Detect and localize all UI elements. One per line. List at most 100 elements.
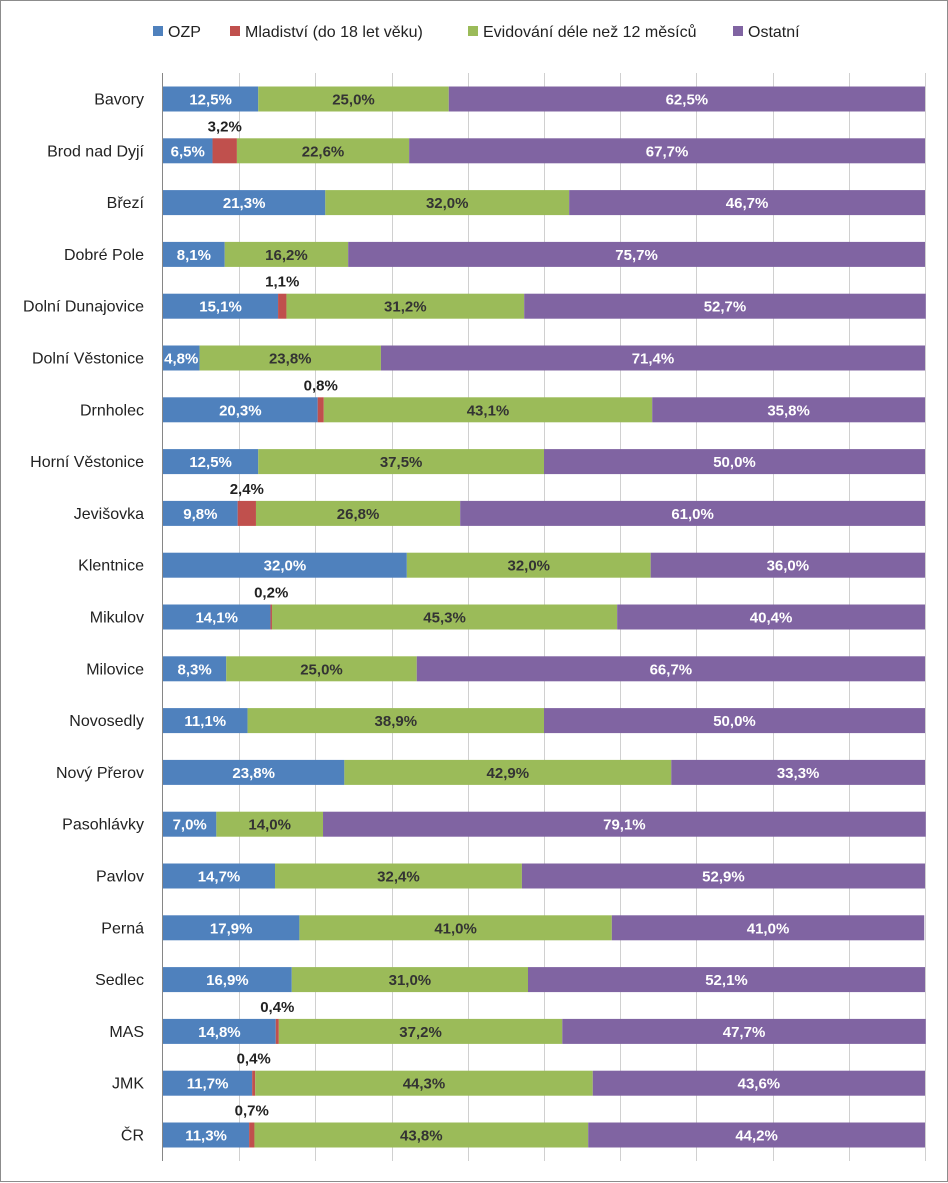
data-label-evidovani-dele-nez-12-mesicu: 38,9% [375,713,418,730]
data-label-mladistvi-do-18-let-veku: 3,2% [208,118,242,135]
legend-label-mladistvi-do-18-let-veku: Mladiství (do 18 let věku) [245,24,423,41]
bar-segment-evidovani-dele-nez-12-mesicu [291,967,528,993]
data-label-evidovani-dele-nez-12-mesicu: 31,2% [384,299,427,316]
bar-segment-evidovani-dele-nez-12-mesicu [406,552,651,578]
legend-swatch-evidovani-dele-nez-12-mesicu [468,26,478,36]
bar-segment-ozp [163,449,259,475]
category-label: Mikulov [90,610,144,627]
data-label-ostatni: 44,2% [735,1128,778,1145]
bar-segment-ostatni [611,915,925,941]
bar-segment-ostatni [588,1122,925,1148]
category-label: Milovice [86,661,144,678]
legend-swatch-ozp [153,26,163,36]
data-label-ozp: 9,8% [183,506,217,523]
bar-segment-mladistvi-do-18-let-veku [278,293,287,319]
category-label: Dobré Pole [64,247,144,264]
category-label: Dolní Dunajovice [23,299,144,316]
data-label-ostatni: 33,3% [777,765,820,782]
category-label: Jevišovka [74,506,144,523]
data-label-ostatni: 67,7% [646,143,689,160]
category-label: ČR [121,1126,144,1145]
data-label-ozp: 14,1% [195,610,238,627]
category-label: Pasohlávky [62,817,144,834]
data-label-evidovani-dele-nez-12-mesicu: 32,0% [507,558,550,575]
category-label: Perná [101,920,144,937]
data-label-evidovani-dele-nez-12-mesicu: 31,0% [389,972,432,989]
data-label-ostatni: 35,8% [767,402,810,419]
bar-segment-ozp [163,759,345,785]
data-label-evidovani-dele-nez-12-mesicu: 41,0% [434,920,477,937]
data-label-evidovani-dele-nez-12-mesicu: 43,8% [400,1128,443,1145]
bar-segment-mladistvi-do-18-let-veku [252,1070,256,1096]
data-label-ostatni: 62,5% [666,92,709,109]
category-label: Březí [107,195,145,212]
bar-segment-ostatni [562,1018,926,1044]
data-label-ozp: 20,3% [219,402,262,419]
data-label-mladistvi-do-18-let-veku: 1,1% [265,274,299,291]
data-label-evidovani-dele-nez-12-mesicu: 23,8% [269,351,312,368]
data-label-ostatni: 52,1% [705,972,748,989]
bar-segment-evidovani-dele-nez-12-mesicu [247,708,544,734]
bar-segment-mladistvi-do-18-let-veku [212,138,237,164]
bar-segment-ozp [163,915,300,941]
category-label: JMK [112,1076,144,1093]
data-label-ozp: 12,5% [189,92,232,109]
data-label-evidovani-dele-nez-12-mesicu: 32,4% [377,869,420,886]
bar-segment-ostatni [544,708,925,734]
data-label-ozp: 17,9% [210,920,253,937]
data-label-ozp: 14,7% [198,869,241,886]
bar-segment-evidovani-dele-nez-12-mesicu [278,1018,563,1044]
data-label-mladistvi-do-18-let-veku: 0,2% [254,585,288,602]
bar-segment-evidovani-dele-nez-12-mesicu [271,604,618,630]
data-label-evidovani-dele-nez-12-mesicu: 32,0% [426,195,469,212]
bar-segment-ostatni [323,811,926,837]
data-label-ostatni: 79,1% [603,817,646,834]
data-label-evidovani-dele-nez-12-mesicu: 43,1% [467,402,510,419]
data-label-ostatni: 43,6% [738,1076,781,1093]
data-label-evidovani-dele-nez-12-mesicu: 14,0% [248,817,291,834]
legend-swatch-ostatni [733,26,743,36]
bar-segment-evidovani-dele-nez-12-mesicu [323,397,653,423]
bar-segment-ozp [163,1122,250,1148]
bar-segment-evidovani-dele-nez-12-mesicu [236,138,410,164]
data-label-evidovani-dele-nez-12-mesicu: 45,3% [423,610,466,627]
data-label-ozp: 11,7% [187,1076,229,1093]
data-label-ozp: 16,9% [206,972,249,989]
data-label-ostatni: 46,7% [726,195,769,212]
bar-segment-evidovani-dele-nez-12-mesicu [224,241,349,267]
bar-segment-mladistvi-do-18-let-veku [317,397,324,423]
bars [163,86,926,1148]
bar-segment-ozp [163,500,238,526]
bar-segment-ostatni [380,345,925,371]
data-label-ozp: 6,5% [171,143,205,160]
bar-segment-ozp [163,86,259,112]
data-label-mladistvi-do-18-let-veku: 0,4% [237,1051,271,1068]
data-label-evidovani-dele-nez-12-mesicu: 44,3% [403,1076,446,1093]
data-label-evidovani-dele-nez-12-mesicu: 37,5% [380,454,423,471]
data-label-ozp: 11,3% [185,1128,227,1145]
data-label-ostatni: 50,0% [713,713,756,730]
category-label: Horní Věstonice [30,454,144,471]
bar-segment-ozp [163,293,279,319]
data-label-ostatni: 61,0% [671,506,714,523]
data-label-evidovani-dele-nez-12-mesicu: 22,6% [302,143,345,160]
data-label-evidovani-dele-nez-12-mesicu: 42,9% [487,765,530,782]
bar-segment-ozp [163,1070,253,1096]
bar-segment-ostatni [521,863,925,889]
bar-segment-ostatni [592,1070,925,1096]
legend-label-evidovani-dele-nez-12-mesicu: Evidování déle než 12 měsíců [483,23,696,41]
legend: OZP Mladiství (do 18 let věku) Evidování d… [153,23,800,41]
category-label: Dolní Věstonice [32,351,144,368]
category-label: Pavlov [96,869,144,886]
data-label-ostatni: 52,7% [704,299,747,316]
data-label-ozp: 21,3% [223,195,266,212]
bar-segment-ozp [163,863,276,889]
category-label: Bavory [94,92,144,109]
data-label-ozp: 11,1% [184,713,226,730]
data-label-ostatni: 52,9% [702,869,745,886]
category-label: Sedlec [95,972,144,989]
data-label-ozp: 7,0% [173,817,207,834]
bar-segment-ozp [163,190,326,216]
